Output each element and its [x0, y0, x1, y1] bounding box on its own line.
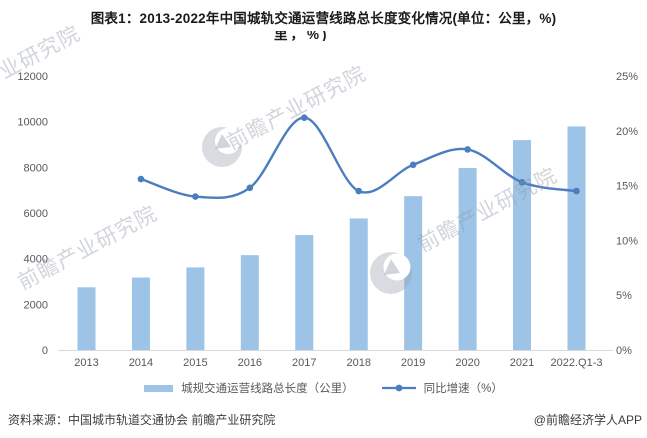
line-legend-swatch — [381, 384, 416, 392]
legend-item-growth-rate: 同比增速（%） — [381, 380, 503, 396]
x-axis-tick-label: 2017 — [292, 357, 316, 369]
growth-line-point — [192, 193, 199, 200]
credit-text: @前瞻经济学人APP — [533, 413, 642, 427]
y-axis-left-tick-label: 12000 — [17, 71, 48, 83]
y-axis-left-tick-label: 4000 — [24, 254, 48, 266]
y-axis-left-tick-label: 2000 — [24, 299, 48, 311]
growth-line-point — [464, 146, 471, 153]
chart-title-fragment: 里，%) — [274, 31, 330, 41]
bar — [295, 235, 314, 350]
y-axis-left-tick-label: 8000 — [24, 162, 48, 174]
growth-line-point — [355, 187, 363, 195]
bar — [458, 168, 477, 350]
x-axis-tick-label: 2018 — [346, 357, 370, 369]
y-axis-right-tick-label: 20% — [616, 126, 638, 138]
y-axis-right-tick-label: 5% — [616, 290, 632, 302]
legend-label: 城规交通运营线路总长度（公里） — [181, 383, 354, 395]
x-axis-tick-label: 2021 — [510, 357, 534, 369]
bar — [186, 267, 205, 350]
growth-line-point — [518, 179, 526, 186]
legend-item-total-length: 城规交通运营线路总长度（公里） — [144, 380, 354, 396]
source-text: 资料来源：中国城市轨道交通协会 前瞻产业研究院 — [8, 413, 276, 427]
y-axis-left-tick-label: 6000 — [24, 208, 48, 220]
growth-line — [139, 116, 578, 200]
x-axis-tick-label: 2013 — [74, 357, 98, 369]
chart-title: 图表1：2013-2022年中国城轨交通运营线路总长度变化情况(单位：公里，%) — [90, 11, 557, 26]
growth-line-point — [573, 187, 580, 195]
x-axis-tick-label: 2022.Q1-3 — [551, 357, 603, 369]
x-axis-tick-label: 2016 — [238, 357, 262, 369]
y-axis-right-tick-label: 0% — [616, 345, 632, 357]
x-axis-tick-label: 2014 — [129, 357, 153, 369]
growth-line-point — [300, 114, 308, 121]
bar — [404, 196, 423, 350]
y-axis-right-tick-label: 10% — [616, 235, 638, 247]
growth-line-point — [137, 175, 145, 183]
chart-canvas: 0 2000 4000 6000 8000 10000 12000 0% 5% 10% 15% 20%… — [17, 71, 638, 369]
legend-label: 同比增速（%） — [423, 383, 503, 395]
x-axis-tick-label: 2015 — [183, 357, 207, 369]
y-axis-left-tick-label: 10000 — [17, 117, 48, 129]
x-axis-tick-label: 2019 — [401, 357, 425, 369]
bar-legend-swatch — [144, 384, 174, 392]
bar — [567, 126, 586, 350]
bar — [240, 255, 259, 350]
y-axis-left-tick-label: 0 — [42, 345, 48, 357]
growth-line-point — [246, 184, 254, 192]
bar — [131, 277, 150, 350]
chart-legend: 城规交通运营线路总长度（公里） 同比增速（%） — [0, 380, 647, 396]
y-axis-right-tick-label: 25% — [616, 71, 638, 83]
x-axis-tick-label: 2020 — [455, 357, 479, 369]
bar — [349, 218, 368, 350]
y-axis-right-tick-label: 15% — [616, 181, 638, 193]
bar — [77, 287, 96, 350]
growth-line-point — [409, 161, 417, 169]
bar — [513, 140, 532, 350]
